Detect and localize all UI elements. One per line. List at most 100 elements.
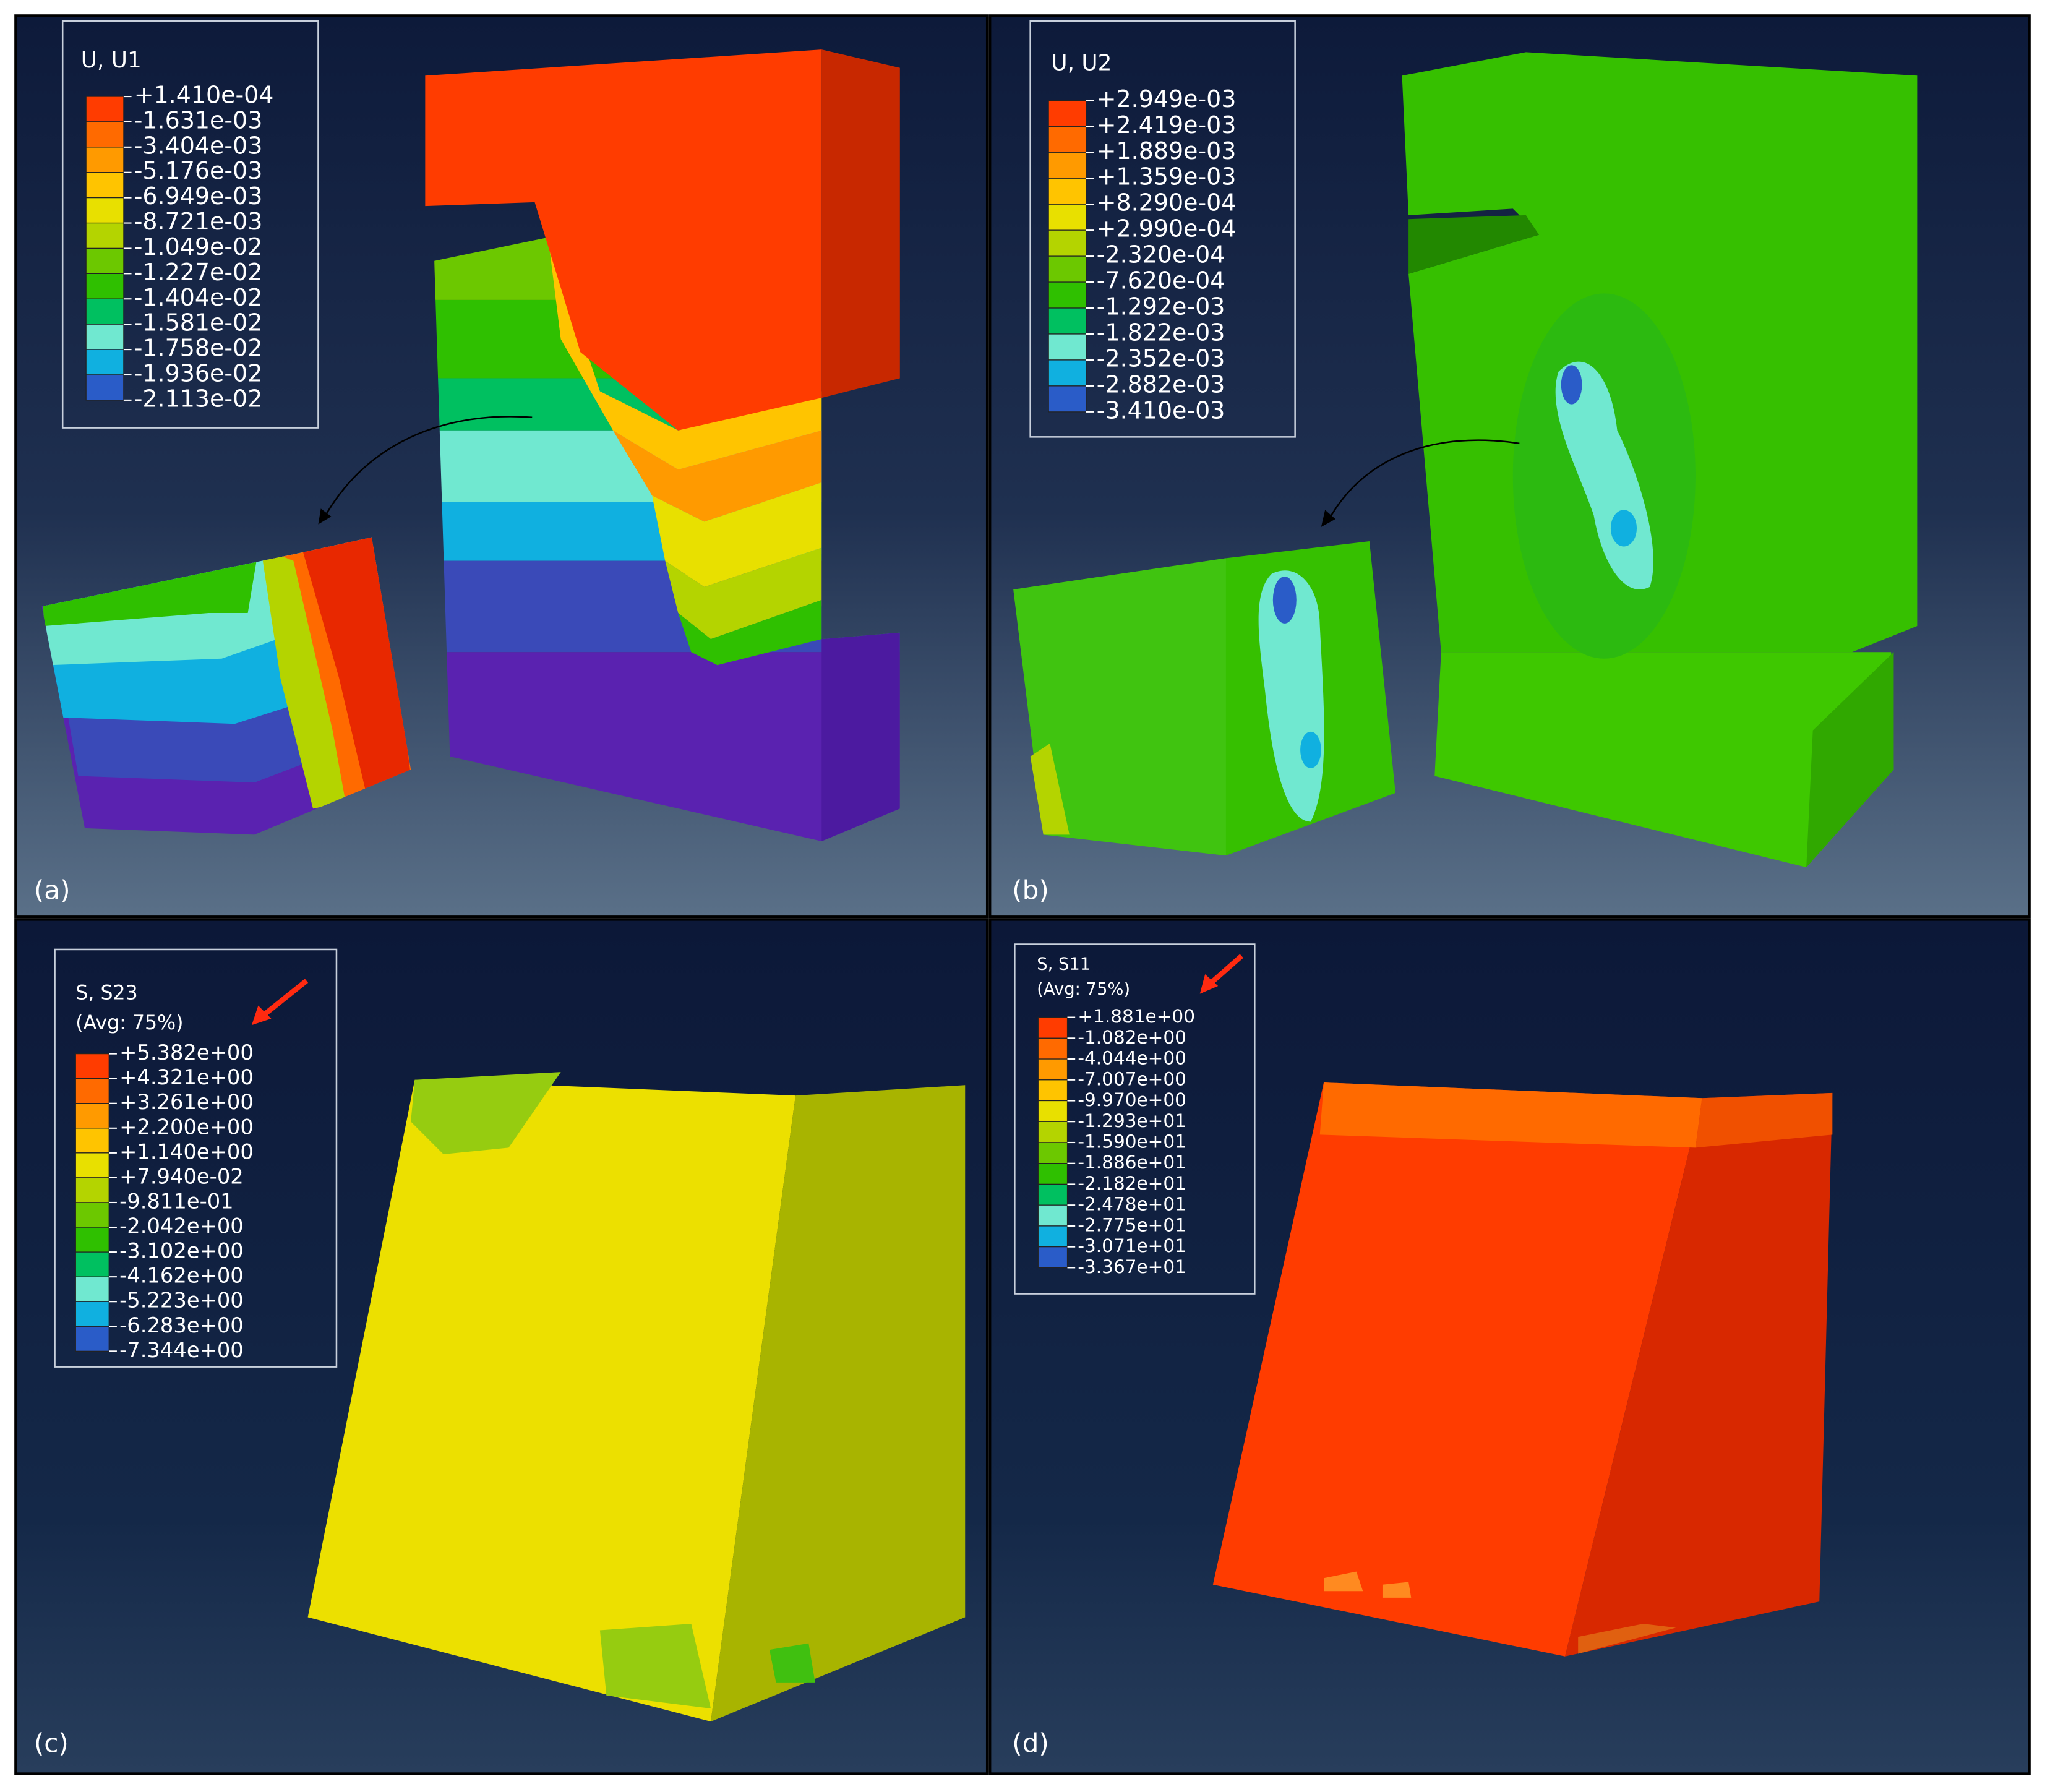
legend-swatch — [1037, 1183, 1068, 1206]
legend-box — [61, 20, 319, 429]
legend-value: -1.581e-02 — [134, 309, 263, 337]
legend-value: +2.949e-03 — [1097, 85, 1237, 113]
legend-value: -1.293e+01 — [1078, 1110, 1186, 1131]
legend-value: +2.200e+00 — [119, 1115, 254, 1139]
legend-value: -9.811e-01 — [119, 1189, 234, 1213]
legend-swatch — [75, 1276, 109, 1302]
legend-value: -2.775e+01 — [1078, 1214, 1186, 1235]
legend-swatch — [85, 197, 124, 224]
legend-swatch — [75, 1326, 109, 1352]
legend-value: +1.359e-03 — [1097, 163, 1237, 191]
legend-value: -3.367e+01 — [1078, 1256, 1186, 1277]
panel-label: (b) — [1012, 875, 1049, 906]
legend-swatch — [1048, 333, 1087, 361]
panel-label: (a) — [34, 875, 71, 906]
legend-value: -2.320e-04 — [1097, 241, 1225, 268]
legend-value: +1.881e+00 — [1078, 1006, 1195, 1027]
legend-value: -1.404e-02 — [134, 284, 263, 311]
legend-value: -2.113e-02 — [134, 385, 263, 412]
legend-swatch — [1048, 255, 1087, 283]
legend-value: -1.631e-03 — [134, 106, 263, 134]
legend-swatch — [75, 1227, 109, 1253]
legend-value: -6.283e+00 — [119, 1313, 244, 1337]
legend-swatch — [85, 349, 124, 375]
legend-value: +2.419e-03 — [1097, 111, 1237, 139]
legend-swatch — [1048, 229, 1087, 257]
legend-swatch — [75, 1103, 109, 1129]
legend-swatch — [1037, 1100, 1068, 1122]
legend-value: -3.410e-03 — [1097, 397, 1225, 424]
legend-subtitle: (Avg: 75%) — [75, 1012, 183, 1034]
legend-swatch — [1037, 1121, 1068, 1143]
legend-value: -2.478e+01 — [1078, 1194, 1186, 1215]
model-d — [1212, 1082, 1833, 1657]
legend-value: +7.940e-02 — [119, 1164, 244, 1188]
legend-value: +2.990e-04 — [1097, 215, 1237, 242]
legend-swatch — [1037, 1225, 1068, 1248]
legend-value: -2.352e-03 — [1097, 345, 1225, 372]
panel-label: (c) — [34, 1728, 69, 1759]
legend-value: -4.162e+00 — [119, 1264, 244, 1288]
legend-swatch — [1037, 1163, 1068, 1185]
legend-value: +1.140e+00 — [119, 1139, 254, 1164]
legend-title: S, S11 — [1037, 955, 1091, 974]
model-c — [307, 1072, 966, 1722]
legend-swatch — [1048, 281, 1087, 309]
legend-value: -2.042e+00 — [119, 1214, 244, 1238]
legend-box — [1029, 20, 1296, 438]
legend-swatch — [1037, 1246, 1068, 1269]
legend-swatch — [1048, 100, 1087, 127]
legend-swatch — [1048, 178, 1087, 205]
legend-title: U, U2 — [1051, 50, 1112, 75]
legend-swatch — [1048, 385, 1087, 413]
legend-title: S, S23 — [75, 982, 137, 1005]
legend-swatch — [85, 374, 124, 401]
legend-value: -3.071e+01 — [1078, 1235, 1186, 1256]
legend-swatch — [1048, 152, 1087, 179]
legend-value: -2.882e-03 — [1097, 371, 1225, 398]
legend-swatch — [1037, 1204, 1068, 1227]
legend-swatch — [85, 273, 124, 299]
legend-swatch — [1037, 1142, 1068, 1164]
legend-value: -9.970e+00 — [1078, 1089, 1186, 1110]
legend-swatch — [75, 1128, 109, 1154]
legend-swatch — [75, 1301, 109, 1327]
legend-swatch — [85, 121, 124, 148]
legend-title: U, U1 — [81, 48, 142, 73]
legend-value: -1.292e-03 — [1097, 293, 1225, 320]
legend-value: -5.176e-03 — [134, 157, 263, 184]
legend-value: -6.949e-03 — [134, 182, 263, 210]
legend-swatch — [1037, 1016, 1068, 1039]
legend-swatch — [75, 1053, 109, 1079]
legend-value: -1.590e+01 — [1078, 1131, 1186, 1152]
legend-swatch — [85, 96, 124, 122]
legend-value: -2.182e+01 — [1078, 1173, 1186, 1194]
legend-value: -4.044e+00 — [1078, 1048, 1186, 1069]
legend-swatch — [85, 324, 124, 350]
legend-swatch — [85, 222, 124, 249]
legend-value: +1.889e-03 — [1097, 137, 1237, 165]
legend-swatch — [85, 247, 124, 274]
legend-swatch — [75, 1078, 109, 1104]
legend-value: -7.620e-04 — [1097, 267, 1225, 294]
legend-swatch — [1037, 1079, 1068, 1102]
legend-value: -1.822e-03 — [1097, 319, 1225, 346]
legend-value: +3.261e+00 — [119, 1090, 254, 1114]
legend-swatch — [1037, 1037, 1068, 1060]
legend-swatch — [75, 1177, 109, 1203]
legend-value: -1.049e-02 — [134, 233, 263, 260]
legend-swatch — [1037, 1058, 1068, 1081]
model-b — [1013, 52, 1918, 868]
legend-value: -7.007e+00 — [1078, 1068, 1186, 1089]
legend-box — [54, 948, 338, 1368]
legend-value: -1.082e+00 — [1078, 1027, 1186, 1048]
legend-box — [1014, 943, 1256, 1295]
panel-label: (d) — [1012, 1728, 1049, 1759]
legend-swatch — [75, 1251, 109, 1277]
legend-value: +1.410e-04 — [134, 82, 274, 109]
legend-value: +8.290e-04 — [1097, 189, 1237, 216]
legend-value: -8.721e-03 — [134, 208, 263, 235]
legend-value: -1.227e-02 — [134, 259, 263, 286]
